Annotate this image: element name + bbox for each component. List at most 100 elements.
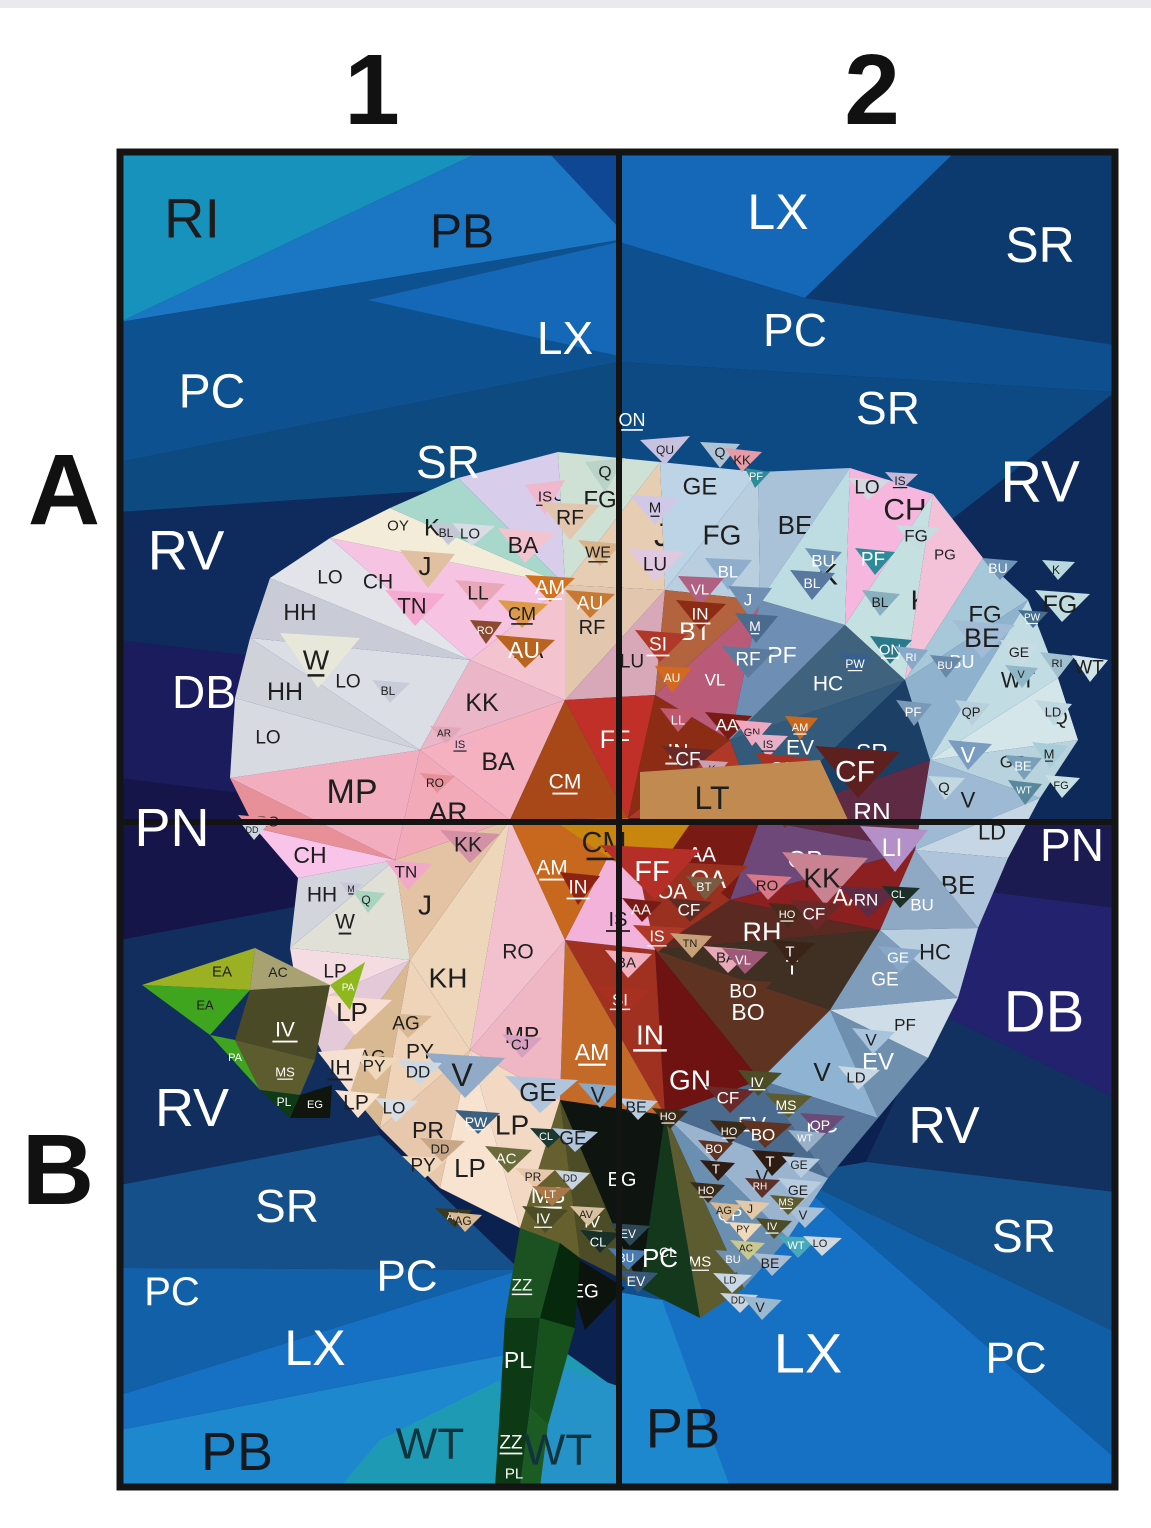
- mesh-cell: [230, 698, 420, 778]
- mesh-cell: [565, 590, 665, 700]
- grid-header-label: 2: [844, 34, 900, 146]
- mesh-cell: [470, 620, 502, 644]
- region-code-label: LP: [495, 1110, 529, 1141]
- mesh-cell: [470, 820, 565, 1050]
- region-code-label: AM: [535, 577, 565, 599]
- region-code-label: T: [785, 944, 794, 961]
- mesh-cell: [782, 1156, 820, 1178]
- region-code-label: LO: [460, 526, 480, 543]
- region-code-label: BT: [696, 880, 712, 894]
- region-name-label: LX: [774, 1322, 843, 1385]
- mesh-cell: [885, 472, 918, 490]
- mesh-cell: [745, 468, 770, 488]
- mesh-cell: [522, 1206, 568, 1233]
- mesh-cell: [635, 630, 688, 662]
- mesh-cell: [676, 600, 726, 630]
- region-code-label: LD: [846, 1070, 865, 1087]
- region-code-label: BE: [761, 1255, 780, 1271]
- region-name-label: PC: [985, 1334, 1046, 1383]
- region-code-label: AM: [792, 722, 809, 734]
- mesh-cell: [880, 928, 978, 998]
- region-code-label: CL: [659, 1244, 677, 1260]
- mesh-cell: [655, 666, 692, 693]
- region-code-label: IS: [455, 739, 465, 751]
- region-code-label: CM: [549, 771, 582, 794]
- mesh-cell: [520, 1408, 548, 1487]
- region-code-label: BO: [751, 1126, 776, 1145]
- region-code-label: QU: [656, 443, 674, 457]
- mesh-cell: [1040, 652, 1075, 678]
- region-code-label: LP: [343, 1092, 369, 1115]
- mesh-cell: [455, 1110, 500, 1134]
- mesh-cell: [280, 633, 360, 688]
- region-code-label: LD: [1045, 705, 1062, 720]
- region-code-label: J: [747, 1202, 753, 1216]
- region-code-label: IV: [275, 1019, 295, 1042]
- region-code-label: HO: [779, 909, 796, 921]
- region-code-label: EV: [620, 1227, 636, 1241]
- mesh-cell: [778, 1236, 818, 1258]
- region-code-label: BL: [718, 563, 739, 582]
- mesh-cell: [838, 652, 872, 676]
- region-name-label: RV: [155, 1078, 229, 1138]
- mesh-cell: [1042, 560, 1075, 580]
- mesh-cell: [800, 1113, 845, 1138]
- region-code-label: LT: [544, 1189, 556, 1201]
- mesh-cell: [705, 712, 752, 740]
- mesh-cell: [742, 1296, 782, 1320]
- region-code-label: TN: [395, 863, 418, 882]
- region-code-label: CL: [539, 1131, 553, 1143]
- mesh-cell: [400, 550, 455, 588]
- mesh-cell: [555, 1170, 590, 1190]
- mesh-cell: [655, 950, 760, 1115]
- mesh-cell: [758, 468, 850, 600]
- region-code-label: CF: [678, 901, 701, 920]
- region-code-label: VL: [735, 953, 751, 968]
- mesh-cell: [340, 882, 362, 898]
- mesh-cell: [785, 716, 818, 740]
- mesh-cell: [905, 558, 1028, 680]
- region-code-label: J: [744, 591, 753, 610]
- region-code-label: OY: [387, 518, 409, 535]
- region-code-label: LU: [643, 555, 667, 576]
- mesh-cell: [560, 872, 600, 905]
- mesh-cell: [845, 468, 933, 625]
- mesh-cell: [705, 558, 752, 590]
- mesh-cell: [745, 1178, 780, 1198]
- region-code-label: LO: [854, 478, 879, 499]
- mesh-cell: [838, 1066, 880, 1090]
- mesh-cell: [558, 452, 660, 585]
- region-code-label: LO: [813, 1238, 828, 1250]
- region-code-label: K: [424, 515, 440, 542]
- mesh-cell: [670, 933, 712, 958]
- mesh-cell: [640, 760, 848, 820]
- region-code-label: VL: [705, 671, 726, 690]
- mesh-cell: [1035, 590, 1090, 622]
- mesh-cell: [895, 525, 940, 550]
- region-code-label: SI: [649, 635, 667, 656]
- region-code-label: LO: [317, 568, 342, 589]
- mesh-cell: [686, 876, 725, 900]
- mesh-cell: [1045, 775, 1080, 798]
- mesh-cell: [455, 580, 505, 610]
- mesh-cell: [515, 1168, 555, 1188]
- region-code-label: EA: [196, 998, 214, 1013]
- region-name-label: RI: [164, 187, 220, 250]
- mesh-cell: [250, 948, 330, 990]
- region-code-label: KK: [465, 689, 499, 717]
- mesh-cell: [260, 1090, 300, 1118]
- mesh-cell: [640, 436, 690, 465]
- region-name-label: PB: [646, 1397, 721, 1460]
- mesh-cell: [552, 1128, 598, 1152]
- mesh-cell: [318, 995, 392, 1035]
- region-code-label: AM: [575, 1039, 610, 1065]
- region-code-label: IS: [649, 929, 664, 946]
- mesh-cell: [655, 600, 760, 740]
- region-code-label: AU: [577, 594, 603, 615]
- mesh-cell: [585, 458, 625, 492]
- mesh-cell: [930, 678, 1078, 760]
- mesh-cell: [1035, 700, 1072, 726]
- region-code-label: AA: [716, 716, 739, 735]
- region-code-label: IS: [894, 474, 905, 488]
